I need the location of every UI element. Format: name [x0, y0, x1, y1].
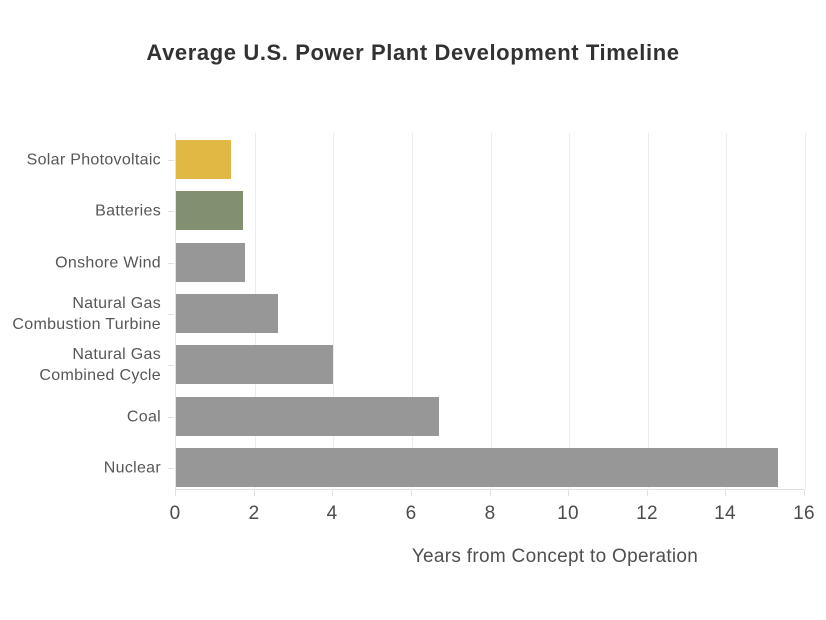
gridline-x-12: [648, 133, 649, 490]
x-tick-mark: [804, 490, 805, 496]
category-label: Solar Photovoltaic: [26, 151, 161, 168]
x-tick-mark: [175, 490, 176, 496]
bar-batteries: [176, 191, 243, 230]
gridline-x-6: [412, 133, 413, 490]
gridline-x-16: [805, 133, 806, 490]
gridline-x-14: [726, 133, 727, 490]
x-tick-label: 6: [405, 503, 417, 524]
bar-solar-photovoltaic: [176, 140, 231, 179]
x-tick-label: 4: [326, 503, 338, 524]
y-tick-mark: [168, 314, 174, 315]
y-tick-mark: [168, 160, 174, 161]
category-label: Nuclear: [103, 459, 161, 476]
x-tick-mark: [647, 490, 648, 496]
y-tick-mark: [168, 468, 174, 469]
y-tick-mark: [168, 365, 174, 366]
y-tick-mark: [168, 263, 174, 264]
x-tick-label: 10: [557, 503, 579, 524]
y-tick-mark: [168, 211, 174, 212]
x-tick-label: 16: [793, 503, 815, 524]
category-label: Coal: [126, 408, 161, 425]
x-tick-label: 12: [636, 503, 658, 524]
bar-nuclear: [176, 448, 778, 487]
x-tick-label: 8: [484, 503, 496, 524]
bar-natural-gas-combustion-turbine: [176, 294, 279, 333]
x-tick-mark: [254, 490, 255, 496]
category-label: Natural Gas Combined Cycle: [39, 345, 161, 384]
gridline-x-4: [333, 133, 334, 490]
x-axis-title: Years from Concept to Operation: [411, 546, 699, 567]
bar-coal: [176, 397, 440, 436]
x-tick-mark: [490, 490, 491, 496]
x-tick-label: 2: [248, 503, 260, 524]
plot-area: [175, 133, 806, 490]
x-tick-label: 14: [714, 503, 736, 524]
x-tick-mark: [725, 490, 726, 496]
category-label: Batteries: [95, 202, 161, 219]
category-label: Natural Gas Combustion Turbine: [12, 294, 161, 333]
y-tick-mark: [168, 417, 174, 418]
x-tick-mark: [568, 490, 569, 496]
gridline-x-10: [569, 133, 570, 490]
x-tick-mark: [332, 490, 333, 496]
x-tick-label: 0: [169, 503, 181, 524]
chart-title: Average U.S. Power Plant Development Tim…: [146, 40, 680, 65]
category-label: Onshore Wind: [55, 254, 161, 271]
bar-natural-gas-combined-cycle: [176, 345, 334, 384]
bar-onshore-wind: [176, 243, 245, 282]
gridline-x-8: [491, 133, 492, 490]
x-tick-mark: [411, 490, 412, 496]
